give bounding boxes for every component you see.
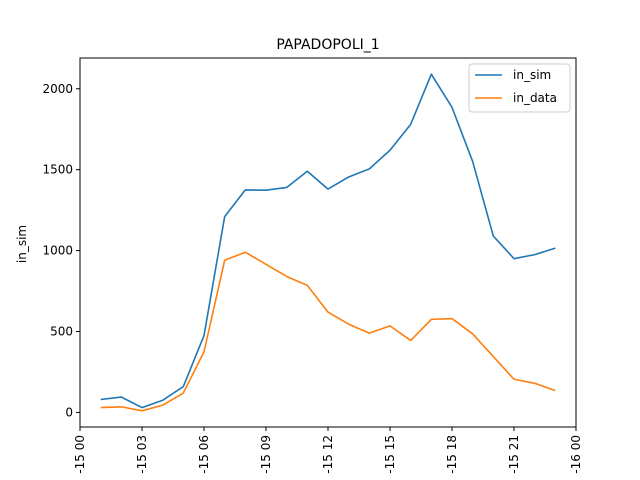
- legend-label-in-sim: in_sim: [513, 68, 551, 82]
- x-tick-label: -15 06: [197, 435, 211, 474]
- x-tick-label: -16 00: [569, 435, 583, 474]
- y-tick-label: 2000: [42, 82, 73, 96]
- x-tick-label: -15 21: [507, 435, 521, 474]
- series-line-in-data: [100, 251, 556, 412]
- x-tick-label: -15 15: [383, 435, 397, 474]
- legend-box: [468, 63, 571, 113]
- legend: in_sim in_data: [468, 63, 571, 113]
- y-tick-label: 500: [50, 325, 73, 339]
- plot-area: 0 500 1000 1500 2000 -15 00 -15 03 -15 06 -15 09…: [42, 73, 583, 474]
- x-tick-label: -15 00: [73, 435, 87, 474]
- y-tick-label: 1500: [42, 163, 73, 177]
- legend-label-in-data: in_data: [513, 91, 557, 105]
- x-tick-label: -15 03: [135, 435, 149, 474]
- y-tick-label: 0: [65, 405, 73, 419]
- chart-title: PAPADOPOLI_1: [276, 37, 379, 53]
- x-tick-label: -15 12: [321, 435, 335, 474]
- y-axis-label: in_sim: [15, 225, 29, 263]
- x-tick-label: -15 09: [259, 435, 273, 474]
- series-line-in-sim: [100, 73, 556, 409]
- plot-frame: [79, 57, 577, 428]
- y-tick-label: 1000: [42, 244, 73, 258]
- x-tick-label: -15 18: [445, 435, 459, 474]
